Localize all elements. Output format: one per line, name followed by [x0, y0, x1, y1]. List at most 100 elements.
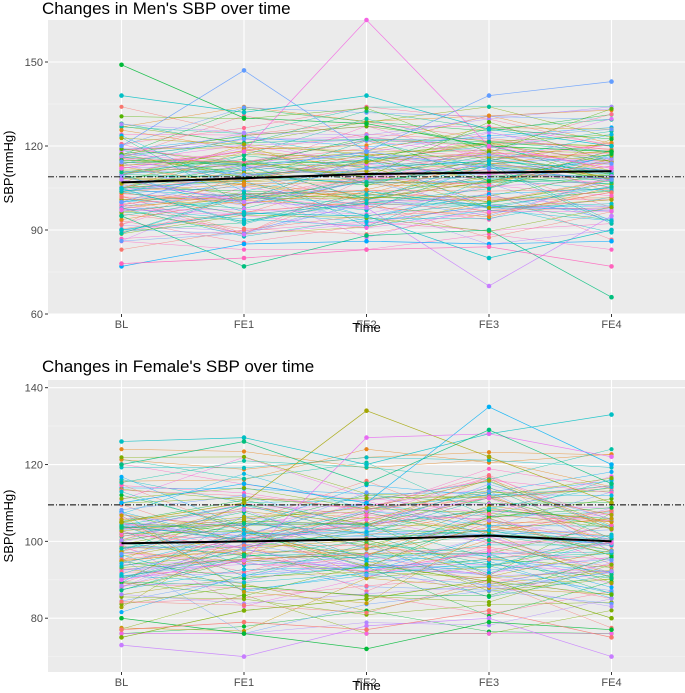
data-point: [241, 241, 247, 247]
data-point: [119, 136, 124, 141]
data-point: [119, 592, 124, 597]
data-point: [486, 104, 492, 109]
data-point: [609, 264, 614, 269]
data-point: [486, 631, 492, 636]
data-point: [486, 166, 492, 171]
y-tick-label: 150: [25, 57, 43, 69]
data-point: [609, 596, 614, 601]
data-point: [364, 187, 369, 192]
data-point: [364, 576, 369, 581]
data-point: [486, 93, 492, 98]
data-point: [364, 408, 369, 414]
data-point: [609, 197, 614, 202]
data-point: [364, 500, 369, 506]
mean-line: [121, 534, 612, 545]
data-point: [119, 500, 124, 506]
data-point: [241, 183, 247, 188]
data-point: [241, 527, 247, 532]
data-point: [241, 454, 247, 459]
data-point: [486, 227, 492, 233]
data-point: [609, 205, 614, 210]
data-point: [609, 190, 614, 195]
data-point: [364, 455, 369, 460]
data-point: [119, 128, 124, 133]
x-axis-title: Time: [352, 678, 380, 693]
data-point: [609, 505, 614, 510]
data-point: [364, 205, 369, 210]
data-point: [241, 142, 247, 147]
data-point: [241, 465, 247, 470]
data-point: [609, 512, 614, 518]
data-point: [119, 462, 124, 467]
data-point: [364, 610, 369, 615]
data-point: [119, 114, 124, 119]
data-point: [241, 149, 247, 154]
data-point: [241, 552, 247, 558]
data-point: [609, 558, 614, 563]
data-point: [119, 513, 124, 518]
data-point: [364, 526, 369, 531]
data-point: [241, 593, 247, 599]
chart-title: Changes in Female's SBP over time: [42, 357, 314, 376]
data-point: [486, 200, 492, 205]
data-point: [486, 511, 492, 517]
data-point: [486, 427, 492, 433]
data-point: [486, 143, 492, 149]
data-point: [486, 235, 492, 240]
data-point: [119, 577, 124, 583]
data-point: [486, 474, 492, 479]
data-point: [241, 227, 247, 232]
data-point: [364, 192, 369, 197]
data-point: [486, 593, 492, 598]
data-point: [241, 597, 247, 602]
data-point: [364, 620, 369, 625]
data-point: [364, 546, 369, 551]
data-point: [364, 198, 369, 203]
data-point: [609, 516, 614, 521]
data-point: [364, 543, 369, 548]
data-point: [241, 191, 247, 196]
data-point: [119, 528, 124, 534]
data-point: [119, 199, 124, 205]
data-point: [119, 195, 124, 200]
data-point: [241, 435, 247, 440]
data-point: [241, 264, 247, 269]
data-point: [486, 255, 492, 261]
data-point: [241, 517, 247, 522]
data-point: [609, 493, 614, 498]
data-point: [241, 136, 247, 142]
data-point: [364, 447, 369, 452]
data-point: [119, 573, 124, 578]
data-point: [609, 608, 614, 613]
data-point: [364, 225, 369, 230]
data-point: [609, 585, 614, 590]
data-point: [119, 588, 124, 593]
data-point: [486, 283, 492, 289]
data-point: [486, 126, 492, 132]
data-point: [364, 623, 369, 629]
x-tick-label: FE3: [479, 319, 499, 331]
data-point: [119, 177, 124, 182]
data-point: [241, 481, 247, 487]
data-point: [486, 162, 492, 167]
data-point: [609, 157, 614, 162]
data-point: [241, 210, 247, 216]
data-point: [119, 231, 124, 236]
data-point: [486, 478, 492, 483]
data-point: [119, 447, 124, 452]
data-point: [364, 233, 369, 238]
data-point: [364, 238, 369, 244]
y-tick-label: 60: [31, 309, 43, 321]
data-point: [241, 125, 247, 131]
data-point: [486, 545, 492, 550]
data-point: [119, 627, 124, 632]
data-point: [241, 68, 247, 73]
data-point: [609, 635, 614, 640]
data-point: [609, 219, 614, 224]
data-point: [486, 186, 492, 191]
data-point: [364, 490, 369, 495]
data-point: [609, 615, 614, 621]
x-tick-label: FE1: [234, 677, 254, 689]
data-point: [119, 455, 124, 460]
data-point: [241, 580, 247, 585]
